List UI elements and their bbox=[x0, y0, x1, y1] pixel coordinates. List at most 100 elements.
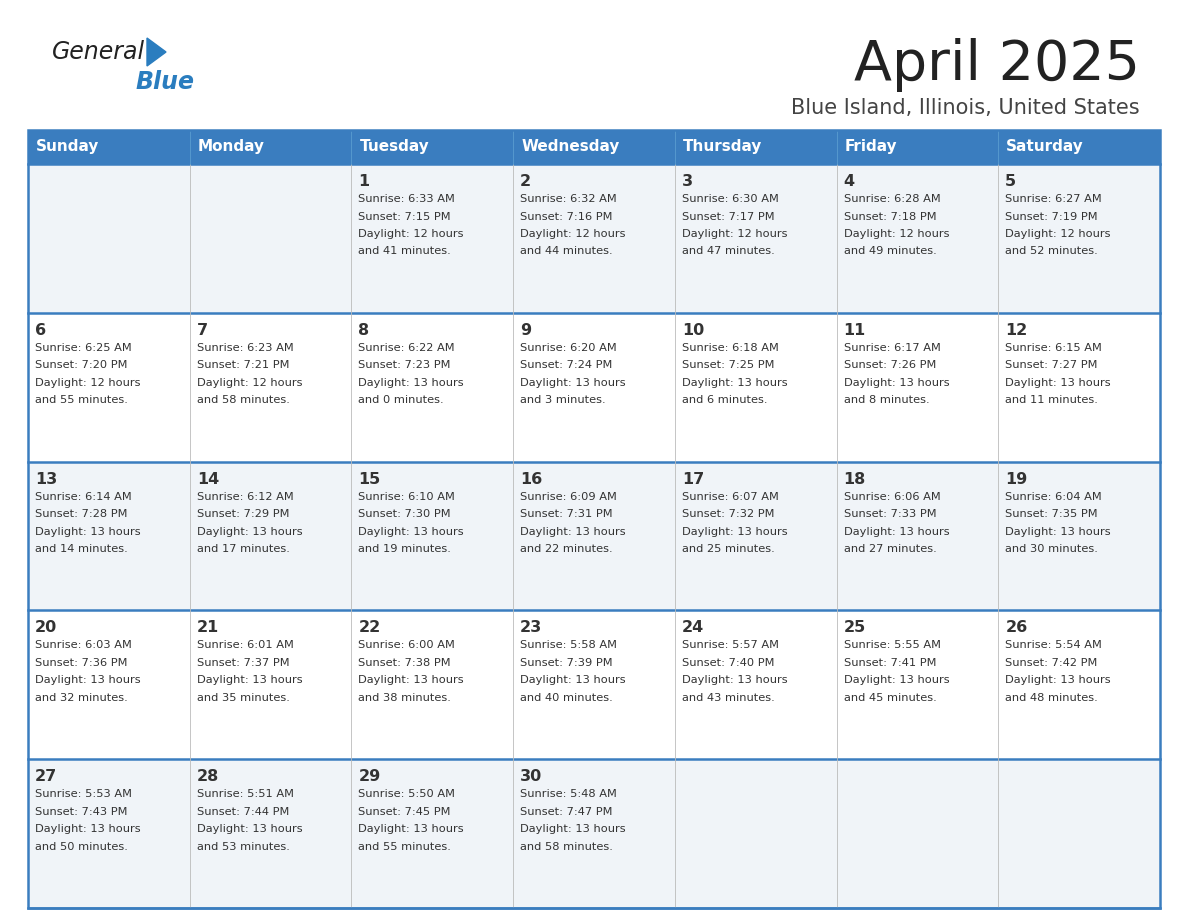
Text: Sunset: 7:17 PM: Sunset: 7:17 PM bbox=[682, 211, 775, 221]
Text: Daylight: 13 hours: Daylight: 13 hours bbox=[34, 676, 140, 686]
Text: 18: 18 bbox=[843, 472, 866, 487]
Text: 24: 24 bbox=[682, 621, 704, 635]
Text: and 50 minutes.: and 50 minutes. bbox=[34, 842, 128, 852]
Text: 1: 1 bbox=[359, 174, 369, 189]
Text: and 58 minutes.: and 58 minutes. bbox=[197, 396, 290, 406]
Text: Wednesday: Wednesday bbox=[522, 140, 619, 154]
Text: Sunset: 7:20 PM: Sunset: 7:20 PM bbox=[34, 360, 127, 370]
Text: Sunrise: 6:23 AM: Sunrise: 6:23 AM bbox=[197, 342, 293, 353]
Text: Sunrise: 6:32 AM: Sunrise: 6:32 AM bbox=[520, 194, 617, 204]
Bar bbox=[29, 130, 1159, 908]
Text: Daylight: 13 hours: Daylight: 13 hours bbox=[520, 527, 626, 537]
Bar bbox=[29, 462, 1159, 610]
Text: Sunrise: 6:30 AM: Sunrise: 6:30 AM bbox=[682, 194, 778, 204]
Text: 5: 5 bbox=[1005, 174, 1017, 189]
Text: and 49 minutes.: and 49 minutes. bbox=[843, 247, 936, 256]
Text: Daylight: 13 hours: Daylight: 13 hours bbox=[520, 676, 626, 686]
Text: and 52 minutes.: and 52 minutes. bbox=[1005, 247, 1098, 256]
Text: and 35 minutes.: and 35 minutes. bbox=[197, 693, 290, 703]
Text: Sunset: 7:29 PM: Sunset: 7:29 PM bbox=[197, 509, 289, 519]
Text: 3: 3 bbox=[682, 174, 693, 189]
Text: Sunrise: 5:48 AM: Sunrise: 5:48 AM bbox=[520, 789, 617, 800]
Text: Sunrise: 6:06 AM: Sunrise: 6:06 AM bbox=[843, 492, 941, 501]
Text: 8: 8 bbox=[359, 323, 369, 338]
Text: 30: 30 bbox=[520, 769, 543, 784]
Text: 9: 9 bbox=[520, 323, 531, 338]
Text: Sunset: 7:47 PM: Sunset: 7:47 PM bbox=[520, 807, 613, 817]
Text: and 44 minutes.: and 44 minutes. bbox=[520, 247, 613, 256]
Text: General: General bbox=[52, 40, 145, 64]
Text: Daylight: 13 hours: Daylight: 13 hours bbox=[1005, 378, 1111, 387]
Text: Sunset: 7:45 PM: Sunset: 7:45 PM bbox=[359, 807, 451, 817]
Text: Sunrise: 6:15 AM: Sunrise: 6:15 AM bbox=[1005, 342, 1102, 353]
Text: Thursday: Thursday bbox=[683, 140, 763, 154]
Text: and 45 minutes.: and 45 minutes. bbox=[843, 693, 936, 703]
Text: Monday: Monday bbox=[197, 140, 265, 154]
Text: Daylight: 13 hours: Daylight: 13 hours bbox=[359, 378, 465, 387]
Text: Daylight: 12 hours: Daylight: 12 hours bbox=[520, 229, 626, 239]
Text: and 55 minutes.: and 55 minutes. bbox=[34, 396, 128, 406]
Text: and 43 minutes.: and 43 minutes. bbox=[682, 693, 775, 703]
Text: Daylight: 13 hours: Daylight: 13 hours bbox=[359, 676, 465, 686]
Text: Sunset: 7:33 PM: Sunset: 7:33 PM bbox=[843, 509, 936, 519]
Text: and 40 minutes.: and 40 minutes. bbox=[520, 693, 613, 703]
Text: Sunrise: 6:03 AM: Sunrise: 6:03 AM bbox=[34, 641, 132, 650]
Text: 2: 2 bbox=[520, 174, 531, 189]
Text: Sunrise: 6:27 AM: Sunrise: 6:27 AM bbox=[1005, 194, 1102, 204]
Text: 15: 15 bbox=[359, 472, 380, 487]
Text: 4: 4 bbox=[843, 174, 854, 189]
Text: Sunrise: 6:25 AM: Sunrise: 6:25 AM bbox=[34, 342, 132, 353]
Text: Daylight: 13 hours: Daylight: 13 hours bbox=[197, 527, 302, 537]
Text: Sunset: 7:38 PM: Sunset: 7:38 PM bbox=[359, 658, 451, 668]
Text: Sunset: 7:27 PM: Sunset: 7:27 PM bbox=[1005, 360, 1098, 370]
Text: Sunrise: 6:01 AM: Sunrise: 6:01 AM bbox=[197, 641, 293, 650]
Text: and 14 minutes.: and 14 minutes. bbox=[34, 544, 128, 554]
Text: 6: 6 bbox=[34, 323, 46, 338]
Text: Daylight: 13 hours: Daylight: 13 hours bbox=[1005, 527, 1111, 537]
Text: Daylight: 12 hours: Daylight: 12 hours bbox=[34, 378, 140, 387]
Text: Sunset: 7:32 PM: Sunset: 7:32 PM bbox=[682, 509, 775, 519]
Bar bbox=[29, 164, 1159, 313]
Text: Sunrise: 6:28 AM: Sunrise: 6:28 AM bbox=[843, 194, 941, 204]
Text: and 38 minutes.: and 38 minutes. bbox=[359, 693, 451, 703]
Text: Daylight: 13 hours: Daylight: 13 hours bbox=[682, 378, 788, 387]
Text: Daylight: 13 hours: Daylight: 13 hours bbox=[843, 378, 949, 387]
Text: Sunset: 7:35 PM: Sunset: 7:35 PM bbox=[1005, 509, 1098, 519]
Text: 23: 23 bbox=[520, 621, 543, 635]
Text: and 0 minutes.: and 0 minutes. bbox=[359, 396, 444, 406]
Text: Sunrise: 5:54 AM: Sunrise: 5:54 AM bbox=[1005, 641, 1102, 650]
Text: Sunrise: 5:50 AM: Sunrise: 5:50 AM bbox=[359, 789, 455, 800]
Text: 25: 25 bbox=[843, 621, 866, 635]
Text: Daylight: 13 hours: Daylight: 13 hours bbox=[1005, 676, 1111, 686]
Text: Sunrise: 5:57 AM: Sunrise: 5:57 AM bbox=[682, 641, 779, 650]
Text: Sunset: 7:16 PM: Sunset: 7:16 PM bbox=[520, 211, 613, 221]
Text: and 47 minutes.: and 47 minutes. bbox=[682, 247, 775, 256]
Text: Sunset: 7:18 PM: Sunset: 7:18 PM bbox=[843, 211, 936, 221]
Text: Sunrise: 6:07 AM: Sunrise: 6:07 AM bbox=[682, 492, 778, 501]
Text: Sunday: Sunday bbox=[36, 140, 100, 154]
Text: Sunset: 7:26 PM: Sunset: 7:26 PM bbox=[843, 360, 936, 370]
Text: 28: 28 bbox=[197, 769, 219, 784]
Text: Sunrise: 6:10 AM: Sunrise: 6:10 AM bbox=[359, 492, 455, 501]
Text: Sunrise: 6:20 AM: Sunrise: 6:20 AM bbox=[520, 342, 617, 353]
Text: Sunrise: 6:22 AM: Sunrise: 6:22 AM bbox=[359, 342, 455, 353]
Text: Daylight: 12 hours: Daylight: 12 hours bbox=[197, 378, 302, 387]
Text: and 41 minutes.: and 41 minutes. bbox=[359, 247, 451, 256]
Text: and 22 minutes.: and 22 minutes. bbox=[520, 544, 613, 554]
Text: Sunrise: 5:51 AM: Sunrise: 5:51 AM bbox=[197, 789, 293, 800]
Text: Daylight: 13 hours: Daylight: 13 hours bbox=[843, 676, 949, 686]
Text: Sunset: 7:44 PM: Sunset: 7:44 PM bbox=[197, 807, 289, 817]
Text: Daylight: 13 hours: Daylight: 13 hours bbox=[359, 527, 465, 537]
Text: Daylight: 13 hours: Daylight: 13 hours bbox=[359, 824, 465, 834]
Polygon shape bbox=[147, 38, 166, 66]
Text: Sunset: 7:25 PM: Sunset: 7:25 PM bbox=[682, 360, 775, 370]
Text: 29: 29 bbox=[359, 769, 380, 784]
Text: Sunrise: 6:14 AM: Sunrise: 6:14 AM bbox=[34, 492, 132, 501]
Text: Sunrise: 5:58 AM: Sunrise: 5:58 AM bbox=[520, 641, 617, 650]
Text: Sunset: 7:31 PM: Sunset: 7:31 PM bbox=[520, 509, 613, 519]
Text: and 53 minutes.: and 53 minutes. bbox=[197, 842, 290, 852]
Text: Daylight: 12 hours: Daylight: 12 hours bbox=[682, 229, 788, 239]
Text: Sunset: 7:19 PM: Sunset: 7:19 PM bbox=[1005, 211, 1098, 221]
Text: 11: 11 bbox=[843, 323, 866, 338]
Text: 16: 16 bbox=[520, 472, 543, 487]
